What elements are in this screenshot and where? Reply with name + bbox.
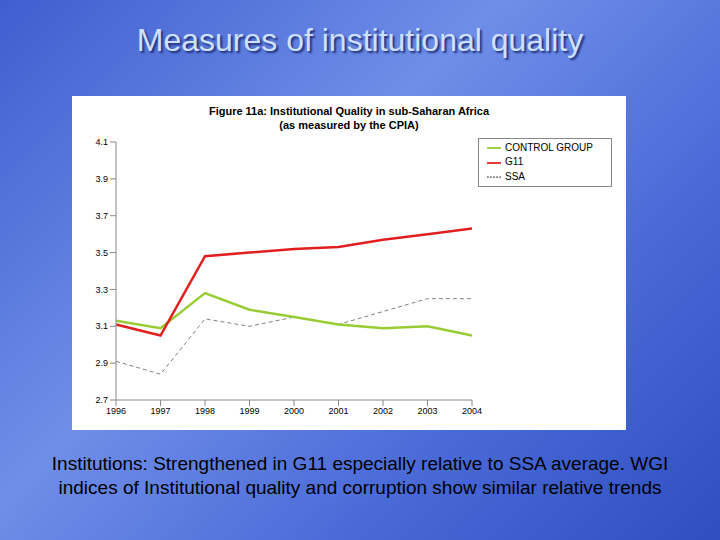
svg-text:1996: 1996 xyxy=(106,406,126,416)
svg-text:2.7: 2.7 xyxy=(95,395,108,405)
svg-text:2001: 2001 xyxy=(329,406,349,416)
html-text:Figure 11a: Institutional Qual: Figure 11a: Institutional Quality in sub… xyxy=(208,105,490,117)
svg-text:3.7: 3.7 xyxy=(95,211,108,221)
svg-text:3.9: 3.9 xyxy=(95,174,108,184)
html-text:Institutions: Strengthened in: Institutions: Strengthened in G11 especi… xyxy=(51,453,669,498)
svg-text:1997: 1997 xyxy=(150,406,170,416)
html-text:SSA: SSA xyxy=(505,170,525,182)
html-text:CONTROL GROUP: CONTROL GROUP xyxy=(505,142,593,153)
html-text:G11: G11 xyxy=(505,156,524,168)
svg-text:1999: 1999 xyxy=(239,406,259,416)
svg-text:2003: 2003 xyxy=(418,406,438,416)
html-text:Measures of institutional qual: Measures of institutional quality xyxy=(136,22,584,58)
svg-text:2000: 2000 xyxy=(284,406,304,416)
svg-text:2004: 2004 xyxy=(462,406,482,416)
svg-text:2002: 2002 xyxy=(373,406,393,416)
svg-text:3.1: 3.1 xyxy=(95,321,108,331)
html-text:(as measured by the CPIA): (as measured by the CPIA) xyxy=(279,119,419,131)
svg-text:2.9: 2.9 xyxy=(95,358,108,368)
svg-text:4.1: 4.1 xyxy=(95,137,108,147)
svg-text:1998: 1998 xyxy=(195,406,215,416)
svg-text:3.3: 3.3 xyxy=(95,285,108,295)
svg-text:3.5: 3.5 xyxy=(95,248,108,258)
